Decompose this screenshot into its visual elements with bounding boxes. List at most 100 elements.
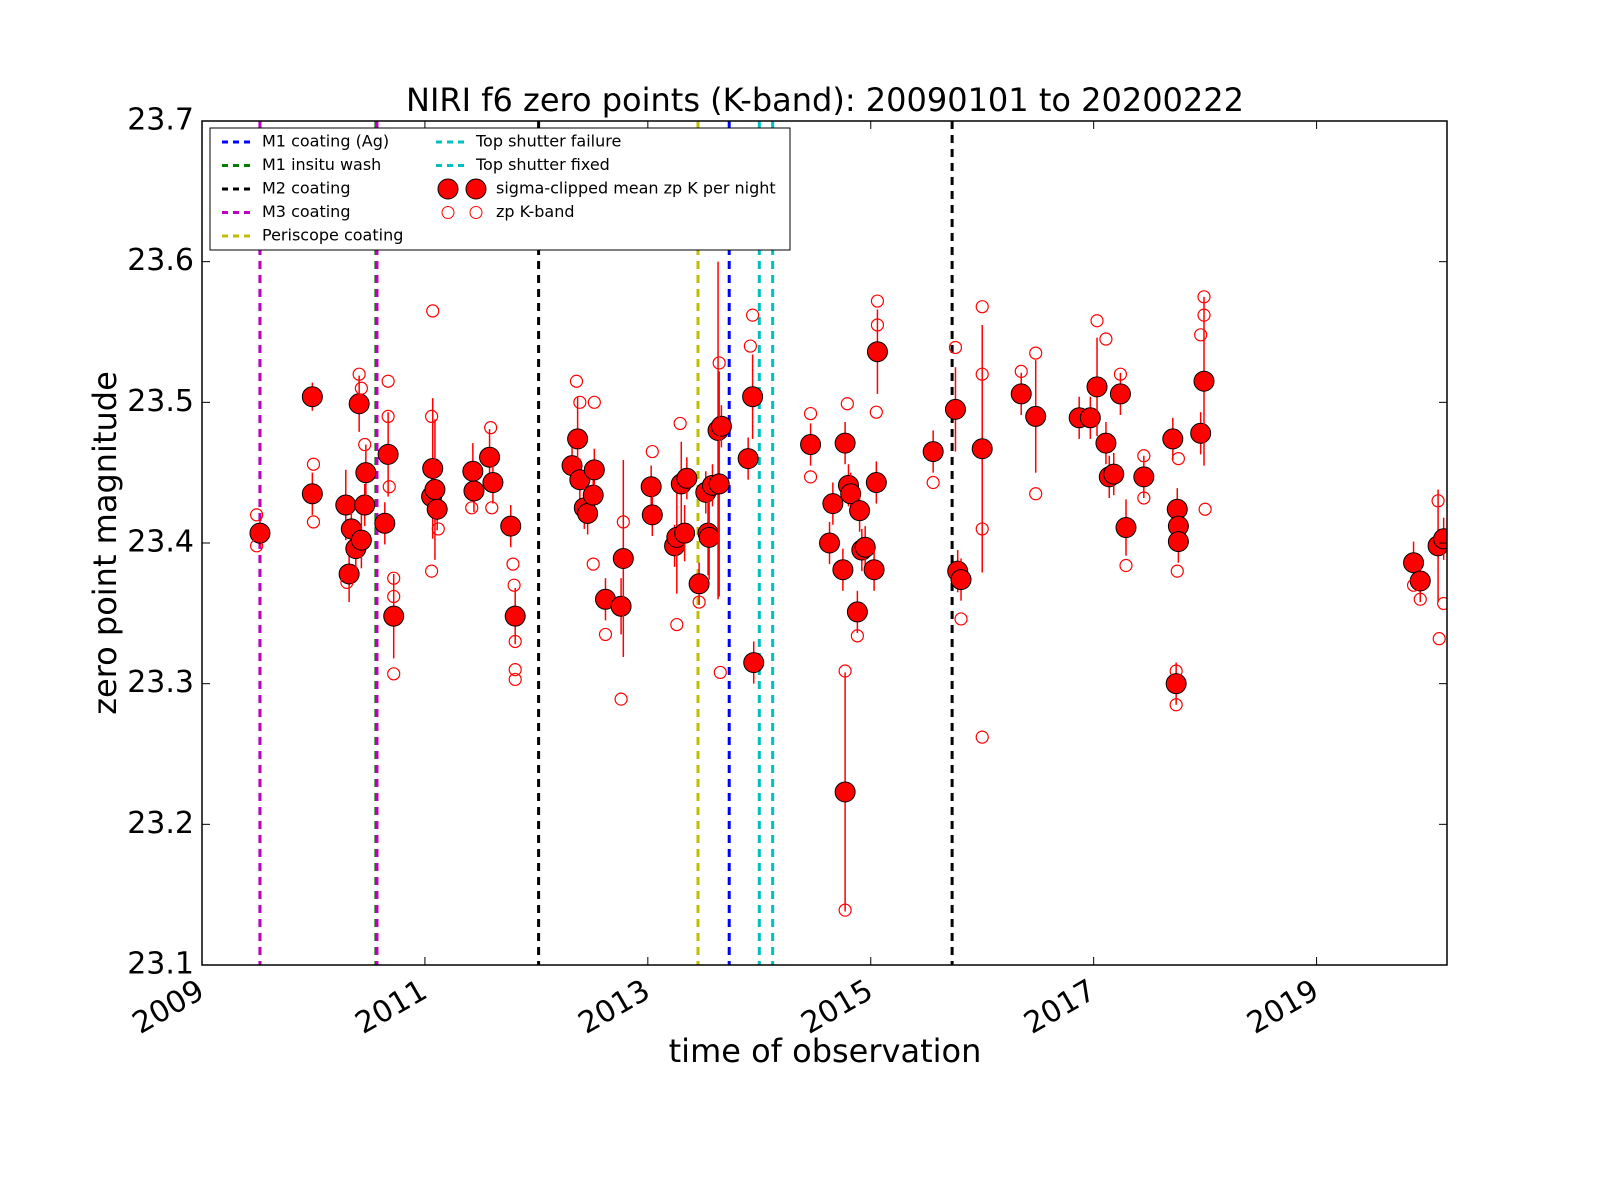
- mean-point: [577, 502, 599, 524]
- zp-point: [1090, 314, 1104, 328]
- mean-point: [500, 515, 522, 537]
- mean-point: [676, 467, 698, 489]
- mean-point: [355, 462, 377, 484]
- mean-point: [640, 476, 662, 498]
- mean-point: [335, 494, 357, 516]
- mean-point: [301, 386, 323, 408]
- mean-point: [1133, 466, 1155, 488]
- mean-point: [1167, 531, 1189, 553]
- mean-point: [463, 480, 485, 502]
- y-tick-label: 23.6: [127, 243, 194, 278]
- zp-point: [1170, 564, 1184, 578]
- zp-point: [1169, 664, 1183, 678]
- mean-point: [1025, 405, 1047, 427]
- x-tick-label: 2009: [127, 973, 211, 1041]
- zp-point: [1137, 491, 1151, 505]
- zp-point: [1194, 328, 1208, 342]
- legend-swatch: [437, 178, 459, 200]
- zp-point: [358, 437, 372, 452]
- zp-point: [381, 409, 395, 423]
- mean-point: [354, 494, 376, 516]
- zp-point: [382, 480, 396, 494]
- mean-point: [249, 522, 271, 544]
- legend-label: M2 coating: [262, 179, 350, 198]
- mean-point: [822, 493, 844, 515]
- mean-point: [854, 536, 876, 558]
- mean-point: [742, 386, 764, 408]
- zp-point: [840, 397, 854, 411]
- zp-point: [431, 522, 445, 536]
- zp-point: [1198, 502, 1212, 516]
- zp-point: [975, 367, 989, 381]
- mean-point: [612, 547, 634, 569]
- zp-point: [1137, 449, 1151, 463]
- y-tick-label: 23.1: [127, 947, 194, 982]
- zp-point: [712, 356, 726, 370]
- zp-point: [1431, 494, 1445, 508]
- mean-point: [1190, 422, 1212, 444]
- zp-point: [713, 665, 727, 680]
- legend-swatch: [465, 178, 487, 200]
- mean-point: [698, 526, 720, 548]
- mean-point: [426, 498, 448, 520]
- mean-point: [840, 483, 862, 505]
- zp-point: [975, 730, 989, 744]
- y-tick-label: 23.4: [127, 525, 194, 560]
- zp-point: [1197, 308, 1211, 322]
- zp-point: [975, 300, 989, 314]
- x-tick-label: 2017: [1018, 973, 1102, 1041]
- zp-point: [306, 457, 321, 471]
- mean-point: [424, 479, 446, 501]
- zp-point: [485, 501, 499, 515]
- y-tick-label: 23.2: [127, 806, 194, 841]
- zp-point: [507, 578, 521, 592]
- legend-label: M1 insitu wash: [262, 155, 381, 174]
- zp-point: [569, 374, 584, 388]
- mean-point: [348, 393, 370, 415]
- mean-point: [482, 472, 504, 494]
- zp-point: [1171, 452, 1185, 466]
- zp-point: [387, 589, 401, 604]
- zp-point: [838, 664, 852, 678]
- legend-label: zp K-band: [496, 202, 574, 221]
- zp-point: [1119, 558, 1133, 573]
- mean-point: [1115, 517, 1137, 539]
- zp-point: [508, 662, 522, 677]
- zp-point: [484, 421, 498, 435]
- zp-point: [465, 501, 479, 515]
- zp-point: [1406, 578, 1421, 592]
- mean-point: [350, 529, 372, 551]
- zp-point: [743, 339, 757, 353]
- zp-point: [926, 475, 940, 490]
- legend-label: sigma-clipped mean zp K per night: [496, 179, 776, 198]
- mean-point: [569, 469, 591, 491]
- zp-point: [746, 308, 760, 322]
- mean-point: [688, 573, 710, 595]
- zp-point: [1099, 332, 1113, 346]
- mean-point: [422, 457, 444, 479]
- legend: M1 coating (Ag) M1 insitu wash M2 coating M…: [209, 127, 791, 251]
- mean-point: [383, 605, 405, 627]
- zp-point: [340, 575, 354, 589]
- zp-point: [250, 539, 264, 553]
- y-tick-label: 23.3: [127, 665, 194, 700]
- mean-point: [504, 605, 526, 627]
- zp-point: [692, 595, 706, 609]
- y-axis-label: zero point magnitude: [86, 371, 124, 715]
- mean-point: [1165, 673, 1187, 695]
- mean-point: [846, 601, 868, 623]
- mean-point: [743, 652, 765, 674]
- zp-point: [387, 571, 401, 585]
- mean-point: [849, 500, 871, 522]
- zp-point: [598, 627, 613, 642]
- mean-point: [1403, 552, 1425, 574]
- zp-point: [425, 564, 439, 578]
- y-tick-label: 23.5: [127, 384, 194, 419]
- mean-point: [1095, 432, 1117, 454]
- zp-point: [425, 409, 439, 423]
- mean-point: [1162, 428, 1184, 450]
- mean-point: [950, 569, 972, 591]
- zp-point: [306, 515, 321, 529]
- mean-point: [834, 781, 856, 803]
